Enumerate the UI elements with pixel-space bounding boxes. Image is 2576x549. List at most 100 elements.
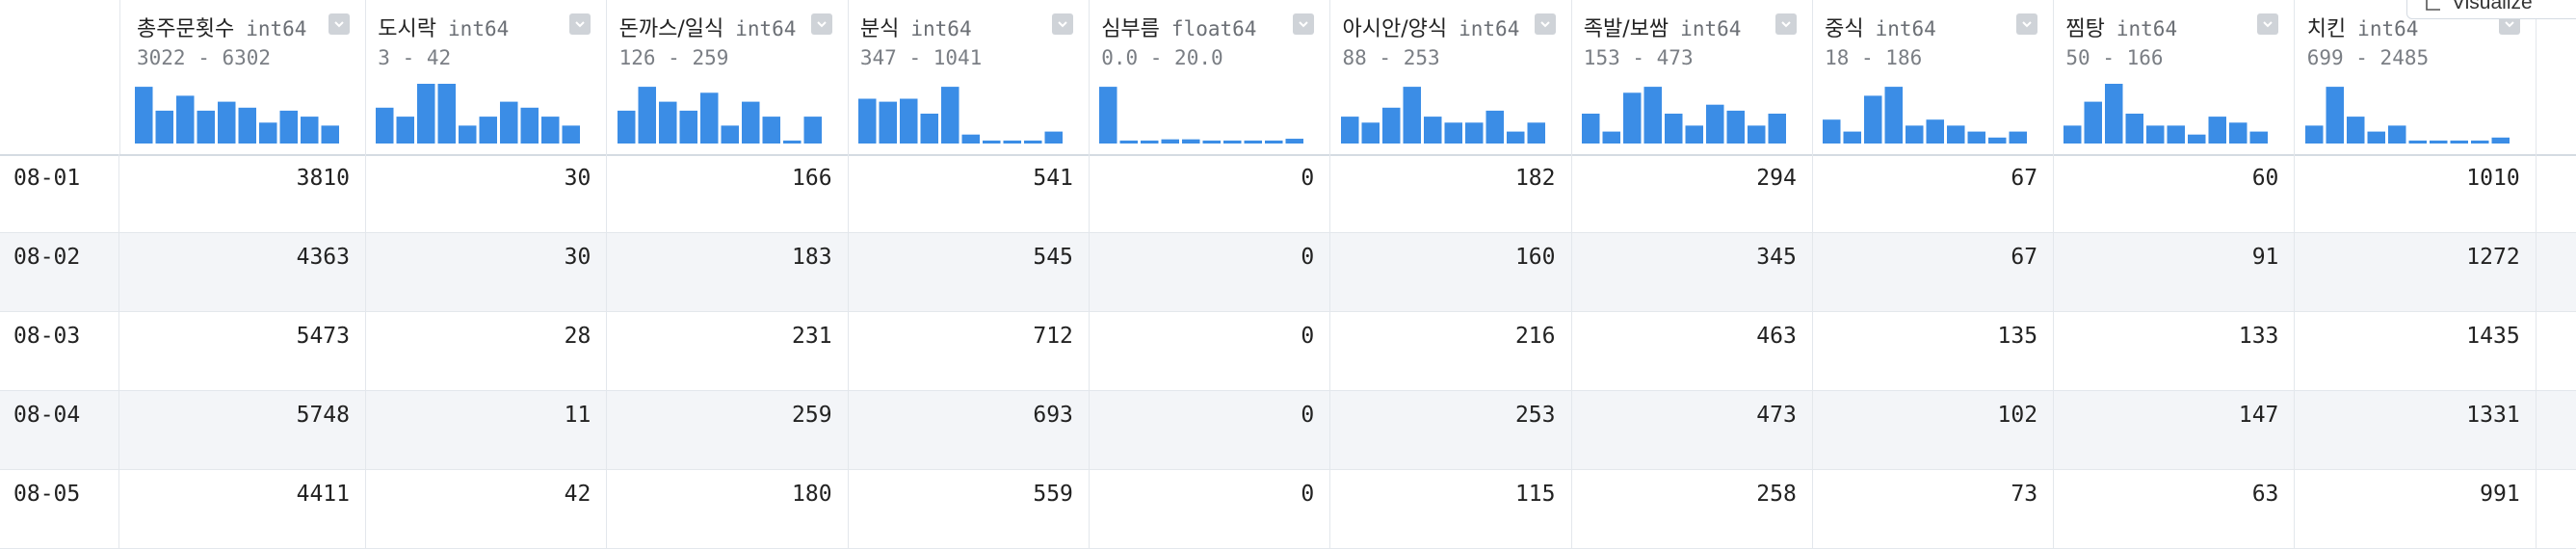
column-header[interactable]: 찜탕 int64 50 - 166	[2048, 0, 2295, 154]
histogram-bar	[1003, 141, 1021, 144]
histogram-bar	[1444, 122, 1462, 144]
table-cell: 30	[360, 233, 607, 312]
histogram-bar	[397, 117, 415, 144]
histogram-bar	[1403, 87, 1421, 144]
histogram-bar	[1182, 140, 1200, 144]
chevron-down-icon	[816, 18, 828, 30]
table-row: 08-03 5473 28 231 712 0 216 463 135 133 1435	[0, 312, 2576, 391]
table-cell: 541	[843, 154, 1090, 233]
histogram-bar	[2063, 125, 2082, 144]
table-cell: 712	[843, 312, 1090, 391]
column-header[interactable]: 심부름 float64 0.0 - 20.0	[1084, 0, 1330, 154]
table-cell: 345	[1566, 233, 1813, 312]
chart-icon	[2425, 0, 2442, 12]
column-header[interactable]: 아시안/양식 int64 88 - 253	[1326, 0, 1572, 154]
table-cell: 991	[2290, 470, 2537, 549]
column-menu-button[interactable]	[329, 13, 350, 35]
histogram-bar	[2010, 132, 2028, 144]
column-header[interactable]: 도시락 int64 3 - 42	[360, 0, 607, 154]
visualize-label: Visualize	[2452, 0, 2533, 14]
histogram-bar	[563, 125, 581, 144]
histogram-bar	[459, 125, 477, 144]
table-cell: 253	[1326, 391, 1572, 470]
histogram-bar	[1927, 119, 1945, 144]
histogram-bar	[2250, 132, 2269, 144]
histogram-bar	[1906, 125, 1924, 144]
column-dtype: int64	[2357, 17, 2418, 40]
column-dtype: float64	[1171, 17, 1257, 40]
histogram-bar	[1361, 122, 1380, 144]
table-cell: 183	[602, 233, 849, 312]
column-name: 총주문횟수	[137, 12, 234, 42]
histogram-bar	[1864, 95, 1882, 144]
visualize-button[interactable]: Visualize	[2406, 0, 2576, 19]
histogram-bar	[659, 102, 677, 144]
table-row: 08-01 3810 30 166 541 0 182 294 67 60 1010	[0, 154, 2576, 233]
index-header	[0, 0, 120, 154]
table-cell: 147	[2048, 391, 2295, 470]
column-menu-button[interactable]	[2257, 13, 2278, 35]
column-header[interactable]: 중식 int64 18 - 186	[1807, 0, 2054, 154]
table-cell: 5473	[119, 312, 366, 391]
table-cell: 67	[1807, 154, 2054, 233]
column-dtype: int64	[735, 17, 796, 40]
chevron-down-icon	[2262, 18, 2274, 30]
histogram-bar	[638, 87, 656, 144]
column-range: 88 - 253	[1343, 46, 1571, 73]
column-header[interactable]: 치킨 int64 699 - 2485	[2290, 0, 2537, 154]
column-header[interactable]: 돈까스/일식 int64 126 - 259	[602, 0, 849, 154]
column-name: 족발/보쌈	[1584, 12, 1669, 42]
column-name: 심부름	[1101, 12, 1160, 42]
histogram-bar	[742, 102, 760, 144]
histogram-bar	[2326, 87, 2344, 144]
histogram-bar	[2305, 125, 2324, 144]
column-header[interactable]: 총주문횟수 int64 3022 - 6302	[119, 0, 366, 154]
histogram-bar	[920, 114, 938, 144]
column-menu-button[interactable]	[1775, 13, 1797, 35]
column-menu-button[interactable]	[1535, 13, 1556, 35]
column-range: 0.0 - 20.0	[1101, 46, 1329, 73]
histogram-bar	[280, 111, 299, 144]
histogram-bar	[700, 92, 719, 144]
column-dtype: int64	[448, 17, 509, 40]
table-cell: 1331	[2290, 391, 2537, 470]
column-menu-button[interactable]	[1293, 13, 1314, 35]
column-header[interactable]: 족발/보쌈 int64 153 - 473	[1566, 0, 1813, 154]
column-menu-button[interactable]	[811, 13, 832, 35]
histogram-bar	[438, 84, 457, 144]
histogram-bar	[679, 111, 697, 144]
row-index: 08-02	[0, 233, 119, 312]
table-cell: 91	[2048, 233, 2295, 312]
histogram-bar	[376, 108, 394, 144]
table-cell: 63	[2048, 470, 2295, 549]
column-histogram	[135, 82, 339, 144]
histogram-bar	[2491, 138, 2510, 144]
histogram-bar	[2229, 122, 2247, 144]
histogram-bar	[176, 95, 195, 144]
histogram-bar	[135, 87, 153, 144]
column-menu-button[interactable]	[569, 13, 591, 35]
column-header[interactable]: 분식 int64 347 - 1041	[843, 0, 1090, 154]
table-cell: 60	[2048, 154, 2295, 233]
histogram-bar	[2388, 125, 2406, 144]
histogram-bar	[1988, 138, 2007, 144]
table-cell: 28	[360, 312, 607, 391]
column-name: 분식	[860, 12, 899, 42]
row-index: 08-04	[0, 391, 119, 470]
histogram-bar	[762, 117, 780, 144]
histogram-bar	[879, 102, 897, 144]
table-cell: 4411	[119, 470, 366, 549]
histogram-bar	[2146, 125, 2165, 144]
column-menu-button[interactable]	[1052, 13, 1073, 35]
column-menu-button[interactable]	[2016, 13, 2037, 35]
histogram-bar	[1623, 92, 1642, 144]
column-dtype: int64	[1876, 17, 1936, 40]
column-histogram	[2063, 82, 2268, 144]
histogram-bar	[218, 102, 236, 144]
histogram-bar	[2209, 117, 2227, 144]
table-cell: 4363	[119, 233, 366, 312]
column-name: 치킨	[2307, 12, 2346, 42]
chevron-down-icon	[2504, 18, 2515, 30]
table-cell: 0	[1084, 154, 1330, 233]
table-cell: 0	[1084, 391, 1330, 470]
